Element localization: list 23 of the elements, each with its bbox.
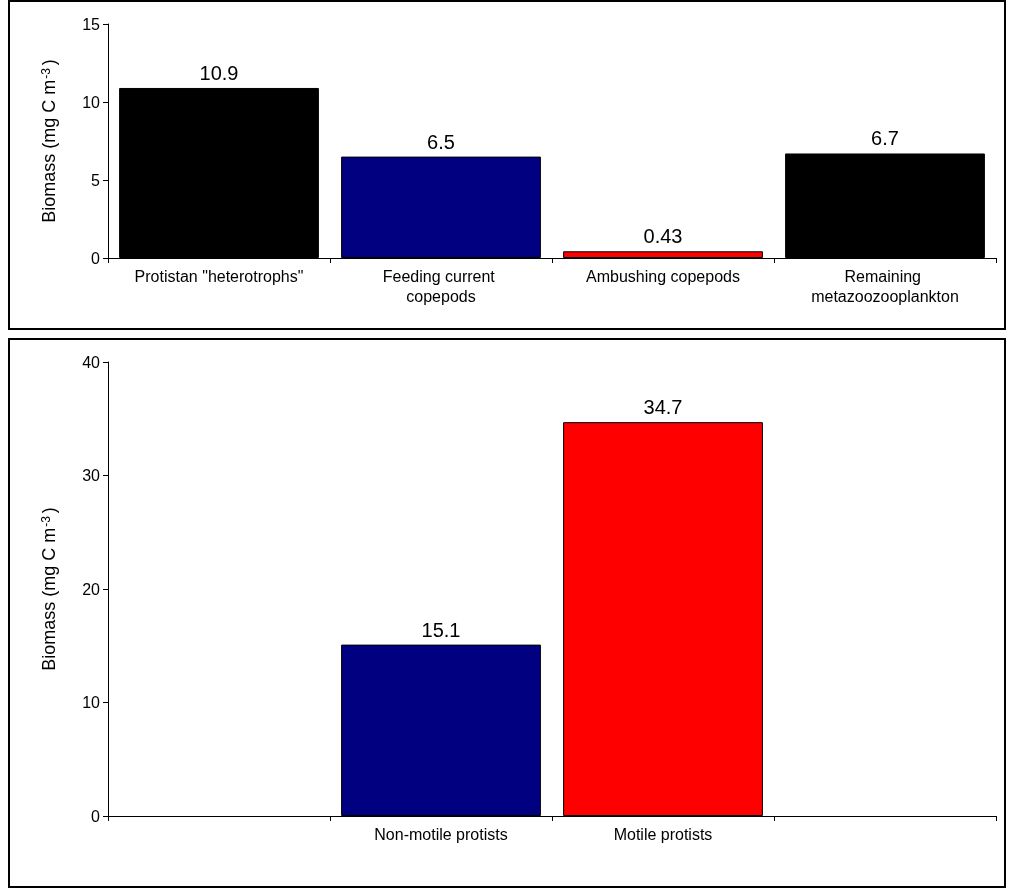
data-label: 6.7 [871, 127, 899, 150]
x-tick-label: Motile protists [613, 825, 713, 843]
x-tick-label: Protistan "heterotrophs" [134, 267, 304, 285]
y-tick-label: 20 [82, 580, 101, 598]
x-tick-label: Remaining metazoozooplankton [811, 267, 959, 305]
x-tick-label: Non-motile protists [374, 825, 508, 843]
data-label: 0.43 [643, 225, 683, 248]
data-label: 34.7 [643, 396, 683, 419]
y-tick-label: 0 [91, 807, 101, 825]
y-axis-title: Biomass (mg C m-3) [39, 507, 59, 671]
y-tick-label: 5 [91, 171, 101, 189]
x-tick-label: Ambushing copepods [586, 267, 740, 285]
data-label: 6.5 [427, 130, 455, 153]
x-tick-label: Feeding current copepods [382, 267, 500, 305]
y-tick-label: 40 [82, 353, 101, 371]
y-tick-label: 10 [82, 694, 101, 711]
y-tick-label: 10 [82, 93, 101, 111]
data-label: 15.1 [421, 618, 461, 641]
y-tick-label: 0 [91, 249, 101, 267]
y-tick-label: 15 [82, 15, 101, 33]
y-axis-title: Biomass (mg C m-3) [39, 59, 59, 223]
data-label: 10.9 [199, 61, 239, 84]
y-tick-label: 30 [82, 467, 101, 484]
